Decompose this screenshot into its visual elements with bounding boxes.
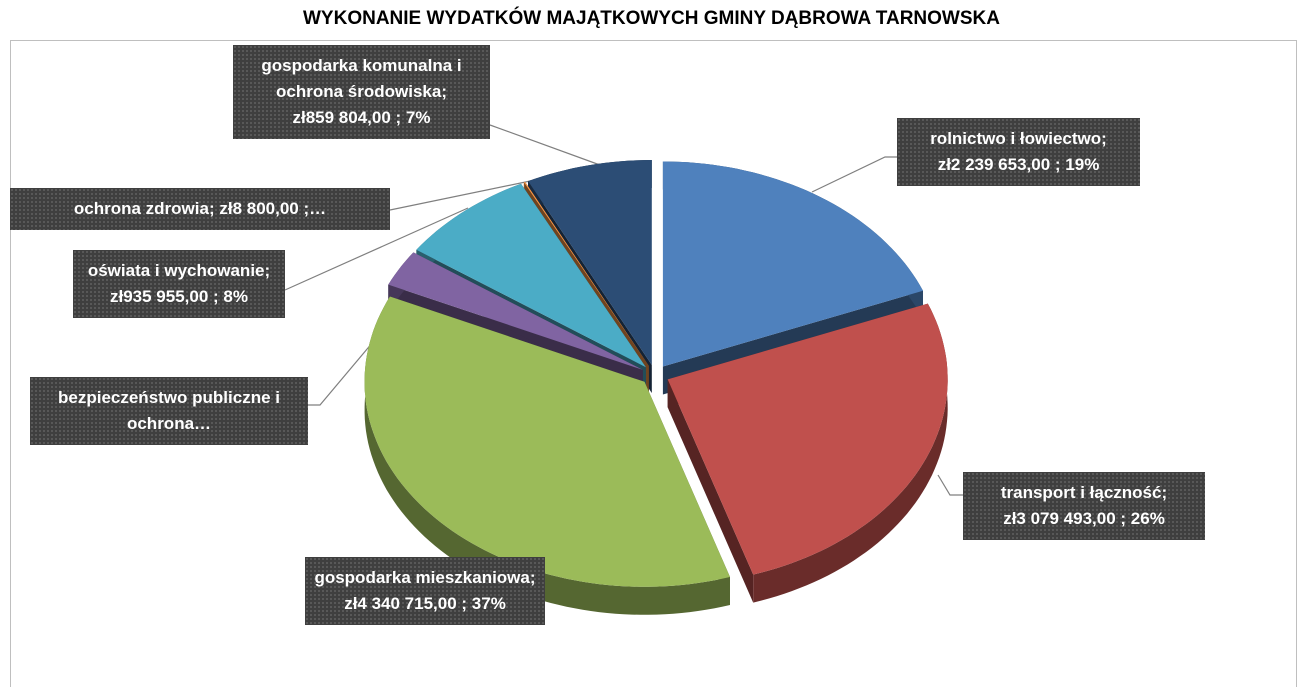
slice-top — [364, 296, 730, 587]
data-label: ochrona zdrowia; zł8 800,00 ;… — [10, 188, 390, 230]
data-label: bezpieczeństwo publiczne i ochrona… — [30, 377, 308, 445]
slice-side — [364, 296, 730, 615]
label-category: gospodarka mieszkaniowa; — [314, 568, 536, 587]
label-value: zł935 955,00 ; 8% — [110, 287, 248, 306]
slice-top — [662, 161, 923, 367]
pie-slice — [364, 296, 730, 615]
label-value: zł2 239 653,00 ; 19% — [937, 155, 1100, 174]
label-category: rolnictwo i łowiectwo; — [930, 129, 1107, 148]
label-value: zł3 079 493,00 ; 26% — [1003, 509, 1165, 528]
data-label: oświata i wychowanie; zł935 955,00 ; 8% — [73, 250, 285, 318]
label-category: ochrona zdrowia; — [73, 199, 215, 218]
label-category: oświata i wychowanie; — [87, 261, 271, 280]
slice-top — [523, 181, 649, 366]
label-category: gospodarka komunalna i ochrona środowisk… — [261, 56, 462, 101]
data-label: transport i łączność; zł3 079 493,00 ; 2… — [963, 472, 1205, 540]
label-value: zł859 804,00 ; 7% — [292, 108, 431, 127]
label-category: bezpieczeństwo publiczne i ochrona… — [58, 388, 280, 433]
data-label: gospodarka komunalna i ochrona środowisk… — [233, 45, 490, 139]
slice-side — [753, 303, 948, 603]
label-category: transport i łączność; — [1000, 483, 1168, 502]
slice-top — [416, 183, 646, 368]
plot-frame — [10, 40, 1297, 687]
data-label: rolnictwo i łowiectwo; zł2 239 653,00 ; … — [897, 118, 1140, 186]
slice-top — [388, 252, 643, 370]
pie-slice — [667, 303, 948, 603]
slice-top — [528, 160, 652, 365]
label-value: zł8 800,00 ;… — [219, 199, 327, 218]
slice-top — [667, 303, 948, 575]
label-value: zł4 340 715,00 ; 37% — [344, 594, 506, 613]
data-label: gospodarka mieszkaniowa; zł4 340 715,00 … — [305, 557, 545, 625]
slice-side — [667, 379, 754, 603]
chart-title: WYKONANIE WYDATKÓW MAJĄTKOWYCH GMINY DĄB… — [303, 8, 1000, 29]
